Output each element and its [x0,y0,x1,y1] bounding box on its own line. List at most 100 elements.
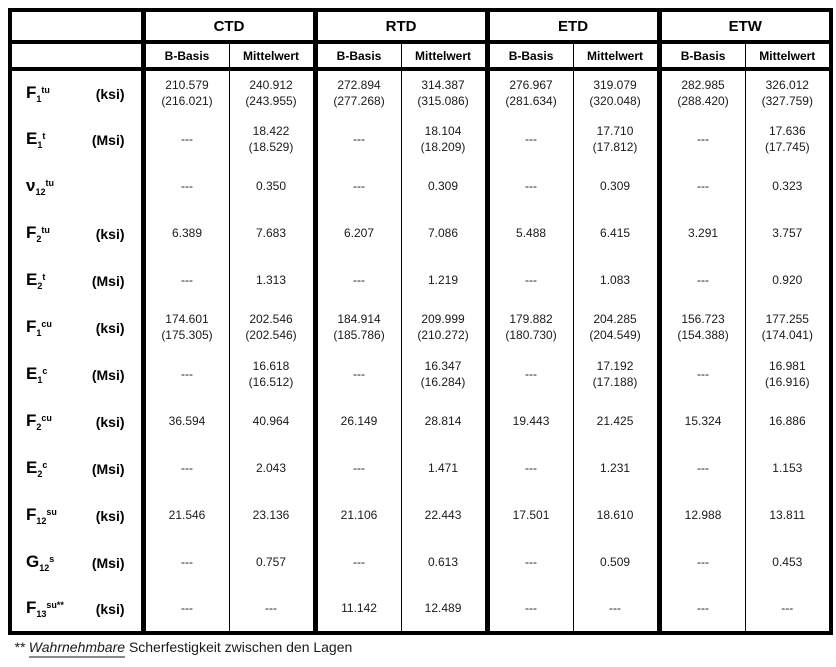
row-label: E2c (Msi) [10,445,143,492]
row-label: ν12tu [10,163,143,210]
value-cell: --- [228,586,316,633]
value-cell: 1.231 [572,445,660,492]
sub-header-mittelwert: Mittelwert [228,42,316,71]
group-header-etd: ETD [484,10,660,44]
row-f13su: F13su** (ksi) --- --- 11.142 12.489 --- … [10,586,832,633]
row-label: F1cu (ksi) [10,304,143,351]
row-e2c: E2c (Msi) --- 2.043 --- 1.471 --- 1.231 … [10,445,832,492]
value-cell: 18.610 [572,492,660,539]
corner-cell [10,42,143,71]
value-cell: 22.443 [400,492,488,539]
row-label: F1tu (ksi) [10,69,143,116]
sub-header-mittelwert: Mittelwert [400,42,488,71]
value-cell: --- [484,586,574,633]
row-f1tu: F1tu (ksi) 210.579 (216.021) 240.912 (24… [10,69,832,116]
property-symbol: E1c [26,364,48,385]
unit-label: (Msi) [91,366,125,383]
value-cell: --- [140,163,229,210]
property-symbol: E2t [26,270,46,291]
row-e1c: E1c (Msi) --- 16.618 (16.512) --- 16.347… [10,351,832,398]
unit-label: (Msi) [91,272,125,289]
value-cell: 204.285 (204.549) [572,304,660,351]
value-cell: 16.347 (16.284) [400,351,488,398]
sub-header-b-basis: B-Basis [656,42,746,71]
value-cell: --- [312,257,402,304]
value-cell: --- [312,351,402,398]
value-cell: --- [656,351,746,398]
value-cell: 21.425 [572,398,660,445]
value-cell: --- [484,539,574,586]
unit-label: (Msi) [91,554,125,571]
value-cell: 156.723 (154.388) [656,304,746,351]
group-header-etw: ETW [656,10,832,44]
row-g12s: G12s (Msi) --- 0.757 --- 0.613 --- 0.509… [10,539,832,586]
value-cell: 16.618 (16.512) [228,351,316,398]
footnote: ** Wahrnehmbare Scherfestigkeit zwischen… [8,639,829,658]
value-cell: 21.106 [312,492,402,539]
sub-header-mittelwert: Mittelwert [744,42,832,71]
value-cell: 1.219 [400,257,488,304]
row-f1cu: F1cu (ksi) 174.601 (175.305) 202.546 (20… [10,304,832,351]
value-cell: 179.882 (180.730) [484,304,574,351]
value-cell: --- [484,163,574,210]
value-cell: --- [656,163,746,210]
value-cell: --- [140,257,229,304]
value-cell: 19.443 [484,398,574,445]
row-label: E1t (Msi) [10,116,143,163]
property-symbol: F1cu [26,317,52,338]
value-cell: 17.192 (17.188) [572,351,660,398]
row-e2t: E2t (Msi) --- 1.313 --- 1.219 --- 1.083 … [10,257,832,304]
unit-label: (ksi) [95,600,125,617]
value-cell: 3.291 [656,210,746,257]
value-cell: 209.999 (210.272) [400,304,488,351]
value-cell: --- [312,445,402,492]
value-cell: 0.323 [744,163,832,210]
value-cell: --- [140,539,229,586]
value-cell: 1.313 [228,257,316,304]
sub-header-b-basis: B-Basis [140,42,229,71]
value-cell: 276.967 (281.634) [484,69,574,116]
property-symbol: F12su [26,505,57,526]
value-cell: --- [312,116,402,163]
value-cell: 0.453 [744,539,832,586]
value-cell: 6.389 [140,210,229,257]
sub-header-b-basis: B-Basis [484,42,574,71]
value-cell: 0.350 [228,163,316,210]
value-cell: 16.981 (16.916) [744,351,832,398]
value-cell: 314.387 (315.086) [400,69,488,116]
sub-header-b-basis: B-Basis [312,42,402,71]
value-cell: 13.811 [744,492,832,539]
value-cell: --- [140,586,229,633]
value-cell: 202.546 (202.546) [228,304,316,351]
value-cell: 18.422 (18.529) [228,116,316,163]
value-cell: 23.136 [228,492,316,539]
value-cell: 326.012 (327.759) [744,69,832,116]
value-cell: --- [140,351,229,398]
value-cell: 272.894 (277.268) [312,69,402,116]
value-cell: 177.255 (174.041) [744,304,832,351]
unit-label: (ksi) [95,507,125,524]
row-label: F2cu (ksi) [10,398,143,445]
value-cell: --- [656,539,746,586]
value-cell: 0.920 [744,257,832,304]
value-cell: 6.415 [572,210,660,257]
row-f2tu: F2tu (ksi) 6.389 7.683 6.207 7.086 5.488… [10,210,832,257]
value-cell: 319.079 (320.048) [572,69,660,116]
row-label: G12s (Msi) [10,539,143,586]
property-symbol: E2c [26,458,48,479]
value-cell: --- [484,351,574,398]
value-cell: 40.964 [228,398,316,445]
value-cell: 16.886 [744,398,832,445]
group-header-ctd: CTD [140,10,316,44]
unit-label: (ksi) [95,413,125,430]
value-cell: 1.153 [744,445,832,492]
property-symbol: F13su** [26,598,64,619]
value-cell: 210.579 (216.021) [140,69,229,116]
footnote-text: Scherfestigkeit zwischen den Lagen [128,639,353,655]
value-cell: --- [140,116,229,163]
value-cell: 6.207 [312,210,402,257]
sub-header-mittelwert: Mittelwert [572,42,660,71]
value-cell: 184.914 (185.786) [312,304,402,351]
property-symbol: E1t [26,129,46,150]
unit-label: (ksi) [95,85,125,102]
